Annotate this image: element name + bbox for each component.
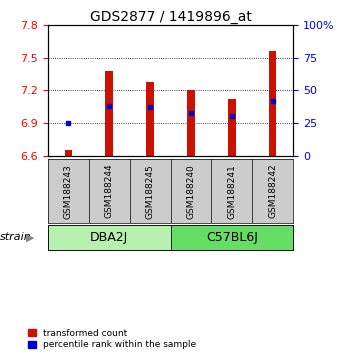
Bar: [187, 90, 195, 156]
Text: DBA2J: DBA2J: [90, 231, 128, 244]
Bar: [64, 150, 72, 156]
Text: C57BL6J: C57BL6J: [206, 231, 258, 244]
Bar: [269, 51, 277, 156]
Bar: [48, 225, 170, 250]
Text: GSM188244: GSM188244: [105, 164, 114, 218]
Legend: transformed count, percentile rank within the sample: transformed count, percentile rank withi…: [28, 329, 196, 349]
Text: GSM188242: GSM188242: [268, 164, 277, 218]
Text: GSM188245: GSM188245: [146, 164, 154, 218]
Bar: [105, 70, 113, 156]
Bar: [228, 99, 236, 156]
Text: GSM188243: GSM188243: [64, 164, 73, 218]
Bar: [170, 225, 293, 250]
Text: GSM188241: GSM188241: [227, 164, 236, 218]
Text: GSM188240: GSM188240: [187, 164, 195, 218]
Bar: [146, 81, 154, 156]
Text: strain: strain: [0, 232, 32, 242]
Text: ▶: ▶: [26, 232, 34, 242]
Title: GDS2877 / 1419896_at: GDS2877 / 1419896_at: [90, 10, 251, 24]
